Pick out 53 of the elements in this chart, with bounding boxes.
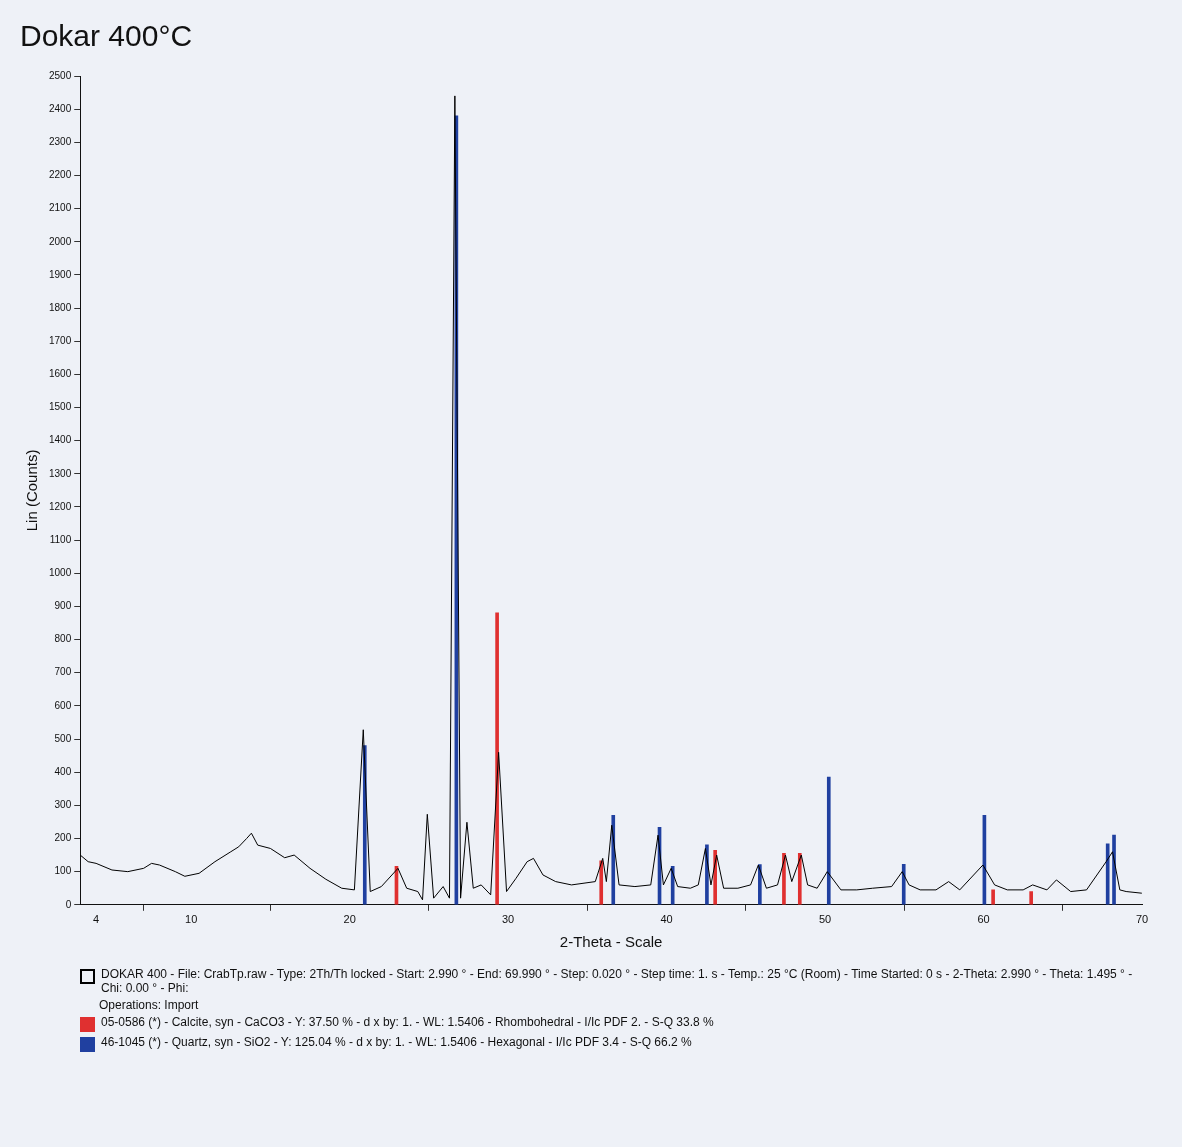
y-tick-label: 1200 [49,500,72,512]
legend-label: 05-0586 (*) - Calcite, syn - CaCO3 - Y: 37.50 % - d x by: 1. - WL: 1.5406 - Rhombohedral - I/Ic PDF 2. - S-Q 33.8 % [101,1015,714,1029]
y-tick-label: 2300 [49,136,72,148]
y-tick-label: 0 [65,898,72,910]
y-tick-label: 400 [54,765,72,777]
bar [782,853,786,905]
bar [901,864,906,905]
y-tick-label: 500 [54,732,72,744]
x-tick-label: 4 [93,913,100,926]
bar [826,776,831,905]
bar [797,853,802,905]
y-tick-label: 2500 [49,69,72,81]
y-tick-label: 1400 [49,434,72,446]
x-tick-label: 60 [977,913,990,926]
bar [1105,843,1110,905]
x-tick-label: 70 [1135,913,1149,926]
y-tick-label: 1600 [49,368,72,380]
y-tick-label: 1900 [49,268,72,280]
y-tick-label: 100 [54,865,72,877]
x-tick-label: 30 [501,913,515,926]
x-tick-label: 20 [343,913,356,926]
x-tick-label: 10 [185,913,198,926]
y-tick-label: 1000 [49,567,72,579]
legend-label: DOKAR 400 - File: CrabTp.raw - Type: 2Th/Th locked - Start: 2.990 ° - End: 69.990 ° - Step: 0.020 ° - Step time: 1. s - Temp.: 25 °C (Room) - Time Started: 0 s - 2-Theta: 2.990 ° - Theta: 1.495 ° - Chi: 0.00 ° - Phi: [101,967,1134,995]
bar [1112,834,1116,905]
y-tick-label: 700 [54,666,72,678]
y-tick-label: 800 [54,633,72,645]
y-tick-label: 200 [54,832,72,844]
y-tick-label: 1500 [49,401,72,413]
bar [495,612,499,905]
bar [1029,891,1033,905]
y-tick-label: 2200 [49,169,72,181]
y-tick-label: 900 [54,600,72,612]
x-tick-label: 50 [818,913,832,926]
chart-title: Dokar 400°C [20,19,193,53]
y-tick-label: 1700 [49,334,72,346]
y-axis-title: Lin (Counts) [23,449,41,532]
text: Operations: Import [99,998,200,1012]
y-tick-label: 2000 [49,235,72,247]
x-tick-label: 40 [660,913,673,926]
y-tick-label: 2100 [49,202,72,214]
y-tick-label: 1800 [49,301,72,313]
bar [991,889,995,905]
bar [599,860,604,905]
bar [670,866,675,905]
y-tick-label: 300 [54,799,72,811]
x-axis-title: 2-Theta - Scale [559,933,663,951]
legend-label: 46-1045 (*) - Quartz, syn - SiO2 - Y: 125.04 % - d x by: 1. - WL: 1.5406 - Hexagonal - I/Ic PDF 3.4 - S-Q 66.2 % [101,1035,692,1049]
bar [758,864,762,905]
y-tick-label: 1100 [49,533,72,545]
y-tick-label: 2400 [49,102,72,114]
y-tick-label: 1300 [49,467,72,479]
y-tick-label: 600 [54,699,72,711]
